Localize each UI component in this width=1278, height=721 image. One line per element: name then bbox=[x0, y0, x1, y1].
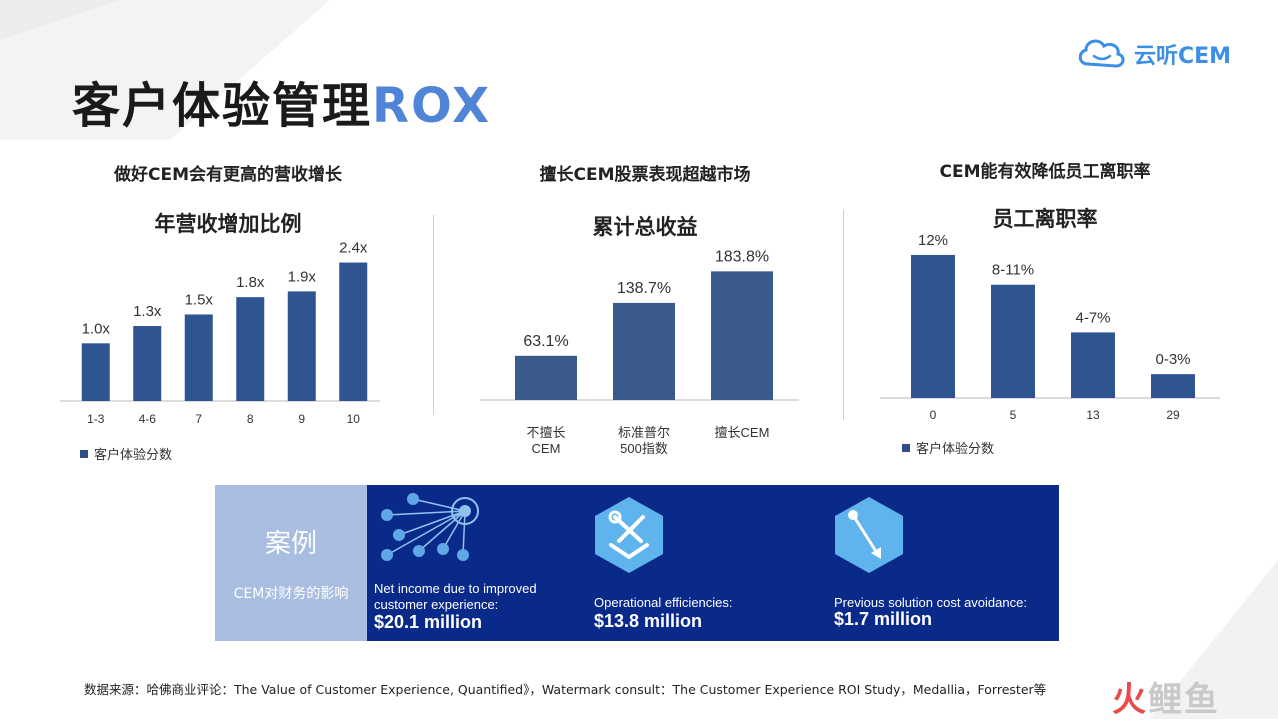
watermark-part-1: 火 bbox=[1112, 680, 1148, 720]
category-label: 29 bbox=[1166, 408, 1180, 422]
data-label: 1.3x bbox=[133, 303, 162, 320]
panel-2-heading: 擅长CEM股票表现超越市场 bbox=[539, 165, 751, 185]
category-label: 5 bbox=[1010, 408, 1017, 422]
data-label: 8-11% bbox=[992, 262, 1034, 279]
bar bbox=[184, 314, 213, 401]
bar bbox=[991, 284, 1035, 398]
metric-1-label: Net income due to improved customer expe… bbox=[374, 581, 537, 612]
bar bbox=[339, 262, 368, 401]
bar bbox=[1071, 332, 1115, 398]
category-label: 1-3 bbox=[87, 412, 105, 426]
legend-swatch bbox=[902, 443, 910, 452]
panel-2-chart-title: 累计总收益 bbox=[592, 215, 698, 239]
panel-1-heading: 做好CEM会有更高的营收增长 bbox=[113, 165, 342, 185]
legend-swatch bbox=[80, 449, 88, 458]
data-label: 1.0x bbox=[82, 320, 111, 337]
divider-1 bbox=[433, 215, 434, 415]
watermark-part-2: 鲤鱼 bbox=[1148, 680, 1220, 720]
brand-logo-text: 云听CEM bbox=[1134, 44, 1232, 69]
turnover-rate-chart: 12% 0 8-11% 5 4-7% 13 0-3% 29 bbox=[880, 232, 1220, 422]
watermark-logo: 火鲤鱼 bbox=[1112, 672, 1220, 721]
panel-1-legend: 客户体验分数 bbox=[80, 444, 172, 463]
case-left-panel: 案例 CEM对财务的影响 bbox=[215, 485, 367, 641]
data-label: 1.8x bbox=[236, 274, 265, 291]
case-subtitle: CEM对财务的影响 bbox=[233, 586, 349, 602]
bar bbox=[236, 297, 265, 401]
page-title: 客户体验管理ROX bbox=[72, 66, 491, 136]
data-label: 1.5x bbox=[185, 291, 214, 308]
metric-3-value: $1.7 million bbox=[834, 609, 933, 629]
panel-1-chart-title: 年营收增加比例 bbox=[154, 212, 302, 236]
panel-3-heading: CEM能有效降低员工离职率 bbox=[939, 162, 1151, 182]
category-label: 13 bbox=[1086, 408, 1100, 422]
data-label: 4-7% bbox=[1075, 309, 1110, 326]
category-label: 8 bbox=[247, 412, 254, 426]
category-label: 4-6 bbox=[139, 412, 157, 426]
legend-label: 客户体验分数 bbox=[916, 442, 995, 457]
category-label: 10 bbox=[347, 412, 361, 426]
category-label: 标准普尔 bbox=[618, 425, 670, 440]
category-label: 500指数 bbox=[620, 441, 668, 456]
data-label: 1.9x bbox=[288, 268, 317, 285]
bar bbox=[81, 343, 110, 401]
divider-2 bbox=[843, 210, 844, 420]
legend-label: 客户体验分数 bbox=[94, 448, 173, 463]
data-label: 2.4x bbox=[339, 240, 368, 257]
metric-1-value: $20.1 million bbox=[374, 612, 483, 632]
source-note: 数据来源：哈佛商业评论：The Value of Customer Experi… bbox=[84, 682, 1047, 697]
category-label: 7 bbox=[195, 412, 202, 426]
data-label: 12% bbox=[918, 232, 948, 249]
case-study-box: 案例 CEM对财务的影响 bbox=[215, 485, 1059, 641]
bar bbox=[613, 302, 675, 400]
cloud-logo-icon bbox=[1078, 39, 1125, 68]
bar bbox=[133, 326, 162, 401]
data-label: 183.8% bbox=[715, 248, 769, 265]
data-label: 63.1% bbox=[523, 333, 568, 350]
metric-2-label: Operational efficiencies: bbox=[594, 595, 733, 610]
category-label: CEM bbox=[532, 441, 561, 456]
panel-3-legend: 客户体验分数 bbox=[902, 438, 994, 457]
bar bbox=[515, 355, 577, 400]
tools-icon bbox=[595, 497, 663, 573]
metric-2-value: $13.8 million bbox=[594, 611, 703, 631]
category-label: 9 bbox=[298, 412, 305, 426]
category-label: 擅长CEM bbox=[715, 425, 770, 440]
bar bbox=[911, 254, 955, 398]
bar bbox=[1151, 374, 1195, 398]
case-right-panel: Net income due to improved customer expe… bbox=[367, 485, 1059, 641]
data-label: 138.7% bbox=[617, 280, 671, 297]
pointer-icon bbox=[835, 497, 903, 573]
category-label: 0 bbox=[930, 408, 937, 422]
panel-3-chart-title: 员工离职率 bbox=[992, 207, 1098, 231]
network-icon bbox=[381, 493, 479, 561]
bar bbox=[287, 291, 316, 401]
metric-3-label: Previous solution cost avoidance: bbox=[834, 595, 1027, 610]
title-accent: ROX bbox=[372, 78, 492, 134]
revenue-growth-chart: 1.0x 1-3 1.3x 4-6 1.5x 7 1.8x 8 1.9x 9 2.4x 10 bbox=[60, 240, 380, 426]
category-label: 不擅长 bbox=[526, 425, 565, 440]
data-label: 0-3% bbox=[1155, 351, 1190, 368]
case-title: 案例 bbox=[264, 529, 317, 559]
bar bbox=[711, 271, 773, 400]
title-main: 客户体验管理 bbox=[72, 78, 373, 134]
